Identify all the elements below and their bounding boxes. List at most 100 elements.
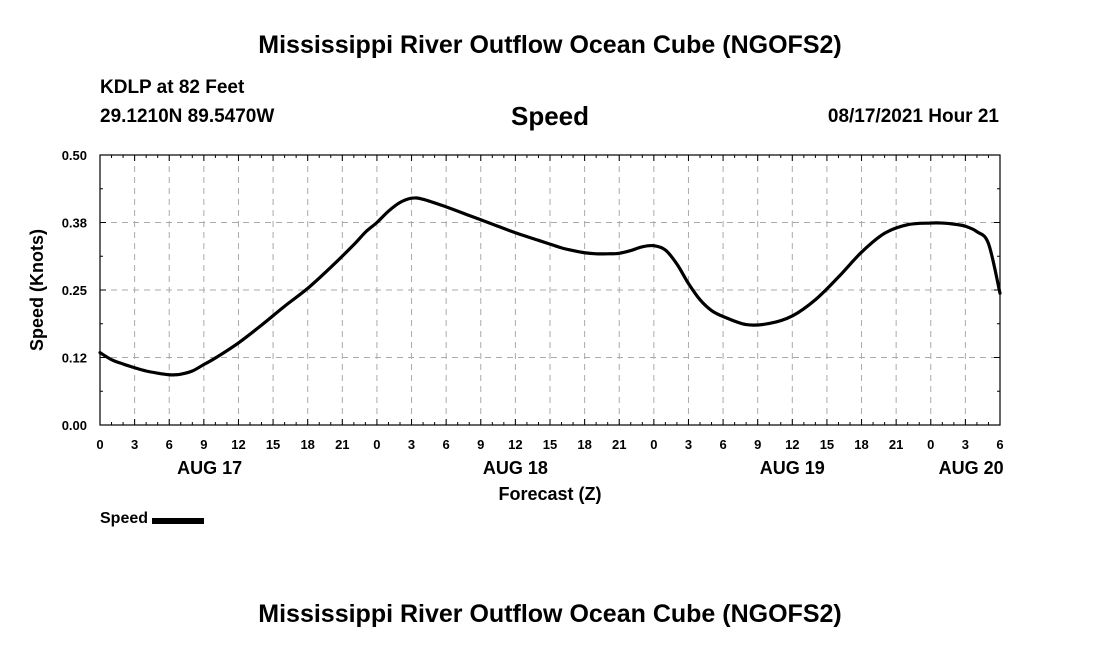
x-tick-label: 9	[477, 437, 484, 452]
x-tick-label: 6	[443, 437, 450, 452]
legend-label: Speed	[100, 510, 149, 527]
x-tick-label: 6	[166, 437, 173, 452]
x-tick-label: 21	[889, 437, 903, 452]
x-tick-label: 9	[754, 437, 761, 452]
data-point	[214, 357, 217, 360]
data-point	[133, 366, 136, 369]
data-point	[860, 251, 863, 254]
data-point	[791, 315, 794, 318]
axis-ticks	[99, 154, 1001, 426]
data-point	[687, 282, 690, 285]
x-tick-label: 0	[650, 437, 657, 452]
data-point	[329, 266, 332, 269]
data-point	[387, 210, 390, 213]
data-point	[410, 197, 413, 200]
data-point	[618, 252, 621, 255]
data-point	[560, 246, 563, 249]
y-axis-label: Speed (Knots)	[27, 229, 47, 351]
data-point	[595, 252, 598, 255]
data-point	[987, 242, 990, 245]
data-point	[722, 315, 725, 318]
x-tick-label: 0	[373, 437, 380, 452]
data-point	[768, 322, 771, 325]
data-point	[168, 373, 171, 376]
x-tick-label: 3	[962, 437, 969, 452]
x-tick-label: 15	[543, 437, 557, 452]
x-tick-label: 0	[96, 437, 103, 452]
data-point	[676, 263, 679, 266]
data-point	[641, 245, 644, 248]
date-label: AUG 20	[939, 458, 1004, 478]
footer-title: Mississippi River Outflow Ocean Cube (NG…	[258, 600, 842, 628]
x-tick-label: 15	[820, 437, 834, 452]
data-point	[999, 292, 1002, 295]
x-axis-label: Forecast (Z)	[498, 484, 601, 504]
x-tick-label: 12	[508, 437, 522, 452]
data-point	[156, 372, 159, 375]
data-point	[883, 232, 886, 235]
data-point	[929, 222, 932, 225]
y-tick-label: 0.12	[62, 351, 87, 366]
data-point	[710, 309, 713, 312]
station-coordinates: 29.1210N 89.5470W	[100, 106, 275, 127]
data-point	[99, 351, 102, 354]
run-time: 08/17/2021 Hour 21	[827, 106, 999, 127]
data-point	[260, 324, 263, 327]
data-point	[202, 363, 205, 366]
date-label: AUG 18	[483, 458, 548, 478]
data-point	[514, 231, 517, 234]
data-point	[837, 276, 840, 279]
x-tick-label: 12	[231, 437, 245, 452]
data-point	[606, 252, 609, 255]
grid-lines	[100, 155, 1000, 425]
plot-title: Speed	[510, 101, 590, 131]
data-point	[964, 225, 967, 228]
data-point	[283, 305, 286, 308]
data-point	[976, 230, 979, 233]
x-tick-label: 21	[612, 437, 626, 452]
data-point	[549, 243, 552, 246]
data-point	[191, 370, 194, 373]
data-point	[422, 198, 425, 201]
x-tick-label: 3	[408, 437, 415, 452]
data-point	[174, 373, 177, 376]
legend-swatch	[152, 517, 205, 524]
data-point	[306, 287, 309, 290]
data-point	[814, 298, 817, 301]
x-tick-label: 3	[131, 437, 138, 452]
data-point	[237, 342, 240, 345]
y-tick-label: 0.38	[62, 216, 87, 231]
axis-tick-labels: 0 3 6 9 12 15 18 21 0 3 6 9 12 15 18 21 0 3 6 9 12 15 18 21 0 3 6 0…	[62, 148, 1004, 478]
x-tick-label: 9	[200, 437, 207, 452]
date-label: AUG 17	[177, 458, 242, 478]
data-point	[399, 201, 402, 204]
data-point	[537, 239, 540, 242]
data-point	[629, 249, 632, 252]
data-point	[941, 222, 944, 225]
x-tick-label: 18	[300, 437, 314, 452]
series-line-speed	[98, 196, 1002, 377]
data-point	[652, 244, 655, 247]
data-point	[952, 223, 955, 226]
data-point	[110, 358, 113, 361]
x-tick-label: 3	[685, 437, 692, 452]
legend: Speed	[100, 510, 205, 528]
data-point	[376, 221, 379, 224]
x-tick-label: 18	[577, 437, 591, 452]
data-point	[572, 249, 575, 252]
x-tick-label: 6	[996, 437, 1003, 452]
data-point	[583, 251, 586, 254]
data-point	[906, 223, 909, 226]
data-point	[745, 323, 748, 326]
x-tick-label: 0	[927, 437, 934, 452]
data-point	[122, 363, 125, 366]
data-point	[664, 249, 667, 252]
station-name: KDLP at 82 Feet	[100, 77, 245, 98]
x-tick-label: 12	[785, 437, 799, 452]
x-tick-label: 18	[854, 437, 868, 452]
data-point	[445, 205, 448, 208]
data-point	[491, 223, 494, 226]
series-layer	[98, 196, 1002, 377]
data-point	[699, 298, 702, 301]
